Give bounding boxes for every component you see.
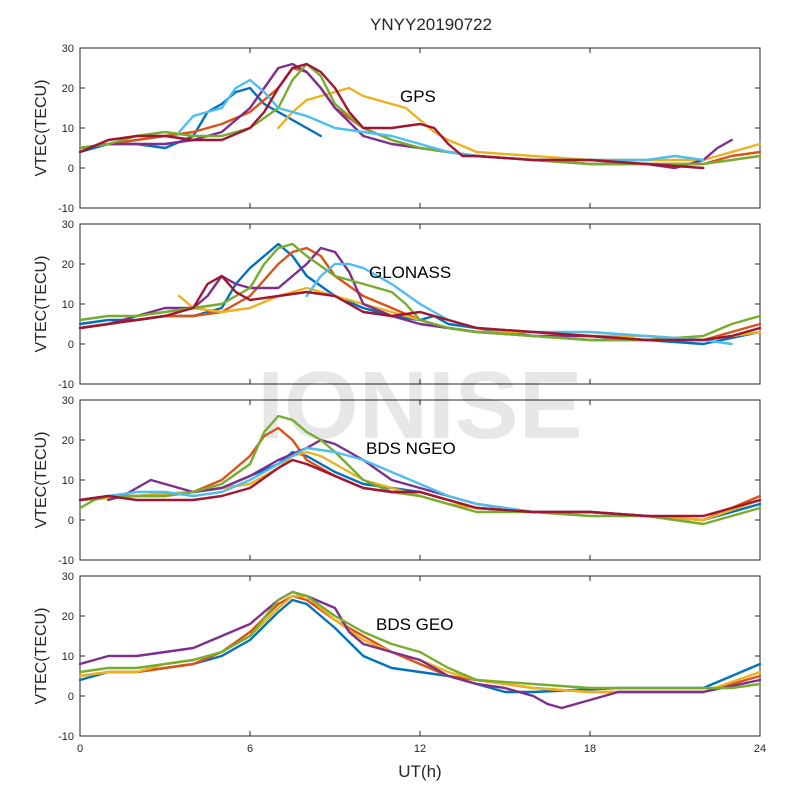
watermark: IONISE [257, 352, 582, 459]
series-line-5 [78, 62, 762, 166]
y-axis-label: VTEC(TECU) [33, 432, 50, 529]
series-line-5 [78, 242, 762, 342]
x-tick-label: 24 [754, 743, 766, 755]
series-line-4 [78, 62, 733, 170]
y-tick-label: -10 [58, 203, 74, 215]
x-tick-label: 18 [584, 743, 596, 755]
series-line-7 [78, 62, 705, 170]
y-axis-label: VTEC(TECU) [33, 80, 50, 177]
y-tick-label: 30 [62, 395, 74, 407]
x-axis-label: UT(h) [398, 762, 441, 781]
panel-label: GLONASS [369, 263, 451, 282]
y-tick-label: -10 [58, 731, 74, 743]
y-tick-label: -10 [58, 555, 74, 567]
y-tick-label: 0 [68, 339, 74, 351]
figure-title: YNYY20190722 [370, 15, 492, 34]
series-line-6 [78, 446, 648, 518]
series-line-5 [78, 590, 762, 690]
series-line-6 [305, 262, 733, 346]
y-tick-label: 0 [68, 163, 74, 175]
y-tick-label: 10 [62, 299, 74, 311]
x-tick-label: 0 [77, 743, 83, 755]
y-tick-label: 10 [62, 651, 74, 663]
series-line-4 [78, 246, 648, 342]
series-line-4 [78, 590, 762, 710]
series-line-7 [78, 274, 762, 342]
y-tick-label: 30 [62, 219, 74, 231]
y-tick-label: 10 [62, 475, 74, 487]
series-line-1 [78, 450, 762, 522]
series-line-2 [78, 66, 762, 166]
y-tick-label: -10 [58, 379, 74, 391]
y-tick-label: 30 [62, 43, 74, 55]
y-tick-label: 20 [62, 83, 74, 95]
x-tick-label: 6 [247, 743, 253, 755]
series-line-2 [78, 594, 762, 694]
series-line-1 [78, 598, 762, 694]
series-line-3 [78, 594, 762, 694]
series-line-3 [78, 450, 762, 522]
y-axis-label: VTEC(TECU) [33, 608, 50, 705]
panel-label: GPS [400, 87, 436, 106]
y-tick-label: 20 [62, 259, 74, 271]
panel-label: BDS GEO [376, 615, 453, 634]
series-line-7 [78, 458, 762, 518]
y-tick-label: 20 [62, 435, 74, 447]
panel-label: BDS NGEO [366, 439, 456, 458]
plot-frame [79, 575, 761, 737]
panel-glonass: -10 0 10 20 30 VTEC(TECU) GLONASS [33, 219, 762, 391]
series-line-2 [78, 246, 762, 342]
y-tick-label: 0 [68, 691, 74, 703]
y-tick-label: 10 [62, 123, 74, 135]
panel-bds-ngeo: -10 0 10 20 30 VTEC(TECU) BDS NGEO [33, 395, 762, 567]
series-line-5 [78, 414, 762, 526]
y-tick-label: 20 [62, 611, 74, 623]
series-line-1 [78, 242, 762, 346]
x-tick-label: 12 [414, 743, 426, 755]
panel-gps: -10 0 10 20 30 VTEC(TECU) GPS [33, 43, 762, 215]
series-line-3 [178, 286, 762, 342]
y-tick-label: 30 [62, 571, 74, 583]
y-tick-label: 0 [68, 515, 74, 527]
y-axis-label: VTEC(TECU) [33, 256, 50, 353]
